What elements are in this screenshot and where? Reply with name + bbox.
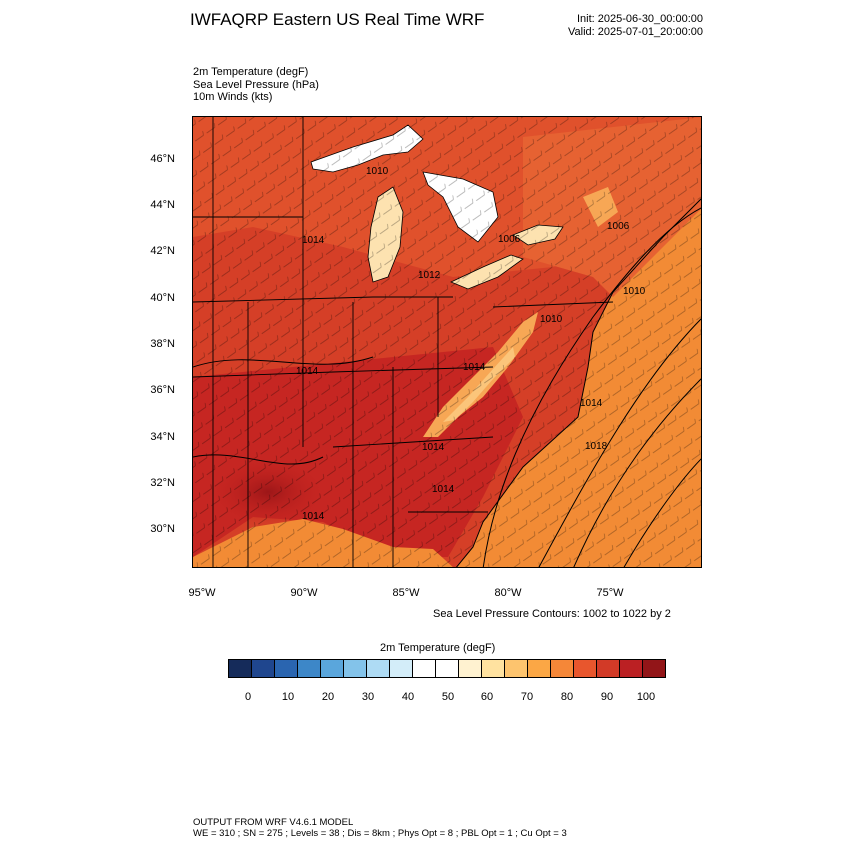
colorbar-tick: 0 bbox=[244, 691, 252, 703]
field-temperature: 2m Temperature (degF) bbox=[193, 66, 309, 78]
grid-info: WE = 310 ; SN = 275 ; Levels = 38 ; Dis … bbox=[193, 828, 567, 839]
colorbar-segment bbox=[413, 660, 436, 677]
colorbar-segment bbox=[574, 660, 597, 677]
pressure-label: 1018 bbox=[585, 441, 608, 452]
lon-label: 75°W bbox=[596, 587, 624, 599]
pressure-label: 1014 bbox=[432, 484, 455, 495]
run-info: Init: 2025-06-30_00:00:00 Valid: 2025-07… bbox=[540, 13, 703, 39]
pressure-label: 1010 bbox=[366, 166, 389, 177]
colorbar-tick: 100 bbox=[636, 691, 656, 703]
lon-label: 85°W bbox=[392, 587, 420, 599]
colorbar-segment bbox=[505, 660, 528, 677]
colorbar-segment bbox=[643, 660, 665, 677]
colorbar-segment bbox=[436, 660, 459, 677]
colorbar-segment bbox=[620, 660, 643, 677]
colorbar-tick: 40 bbox=[401, 691, 415, 703]
lat-label: 44°N bbox=[150, 199, 175, 211]
footer: OUTPUT FROM WRF V4.6.1 MODEL WE = 310 ; … bbox=[193, 817, 567, 839]
colorbar-title: 2m Temperature (degF) bbox=[380, 642, 496, 654]
colorbar-tick: 20 bbox=[321, 691, 335, 703]
model-info: OUTPUT FROM WRF V4.6.1 MODEL bbox=[193, 817, 354, 828]
colorbar-tick: 80 bbox=[560, 691, 574, 703]
colorbar-tick: 30 bbox=[361, 691, 375, 703]
pressure-label: 1014 bbox=[580, 398, 603, 409]
colorbar-segment bbox=[298, 660, 321, 677]
colorbar-segment bbox=[390, 660, 413, 677]
colorbar bbox=[228, 659, 666, 678]
pressure-label: 1010 bbox=[540, 314, 563, 325]
lat-label: 40°N bbox=[150, 292, 175, 304]
map-canvas bbox=[193, 117, 701, 567]
lat-label: 36°N bbox=[150, 384, 175, 396]
colorbar-segment bbox=[252, 660, 275, 677]
field-pressure: Sea Level Pressure (hPa) bbox=[193, 78, 319, 91]
lon-label: 80°W bbox=[494, 587, 522, 599]
map-panel bbox=[192, 116, 702, 568]
colorbar-segment bbox=[229, 660, 252, 677]
colorbar-segment bbox=[459, 660, 482, 677]
colorbar-tick: 90 bbox=[600, 691, 614, 703]
colorbar-segment bbox=[367, 660, 390, 677]
lat-label: 38°N bbox=[150, 338, 175, 350]
colorbar-segment bbox=[528, 660, 551, 677]
pressure-label: 1014 bbox=[422, 442, 445, 453]
pressure-label: 1010 bbox=[623, 286, 646, 297]
chart-title: IWFAQRP Eastern US Real Time WRF bbox=[190, 10, 485, 29]
pressure-contours bbox=[193, 207, 701, 567]
lat-label: 34°N bbox=[150, 431, 175, 443]
pressure-label: 1006 bbox=[498, 234, 521, 245]
colorbar-segment bbox=[321, 660, 344, 677]
lat-label: 46°N bbox=[150, 153, 175, 165]
lat-label: 42°N bbox=[150, 245, 175, 257]
colorbar-tick: 60 bbox=[480, 691, 494, 703]
pressure-label: 1014 bbox=[302, 235, 325, 246]
field-list: 2m Temperature (degF) Sea Level Pressure… bbox=[193, 66, 319, 104]
init-time: Init: 2025-06-30_00:00:00 bbox=[577, 13, 703, 25]
field-winds: 10m Winds (kts) bbox=[193, 91, 273, 103]
lat-label: 30°N bbox=[150, 523, 175, 535]
colorbar-segment bbox=[344, 660, 367, 677]
lon-label: 95°W bbox=[188, 587, 216, 599]
valid-time: Valid: 2025-07-01_20:00:00 bbox=[568, 26, 703, 38]
colorbar-segment bbox=[597, 660, 620, 677]
colorbar-segment bbox=[275, 660, 298, 677]
lon-label: 90°W bbox=[290, 587, 318, 599]
colorbar-tick: 10 bbox=[281, 691, 295, 703]
contour-note: Sea Level Pressure Contours: 1002 to 102… bbox=[433, 608, 671, 620]
pressure-label: 1014 bbox=[463, 362, 486, 373]
wind-barbs bbox=[193, 117, 701, 567]
pressure-label: 1014 bbox=[296, 366, 319, 377]
colorbar-segment bbox=[551, 660, 574, 677]
colorbar-tick: 70 bbox=[520, 691, 534, 703]
pressure-label: 1014 bbox=[302, 511, 325, 522]
pressure-label: 1012 bbox=[418, 270, 441, 281]
colorbar-tick: 50 bbox=[441, 691, 455, 703]
colorbar-segment bbox=[482, 660, 505, 677]
pressure-label: 1006 bbox=[607, 221, 630, 232]
lat-label: 32°N bbox=[150, 477, 175, 489]
